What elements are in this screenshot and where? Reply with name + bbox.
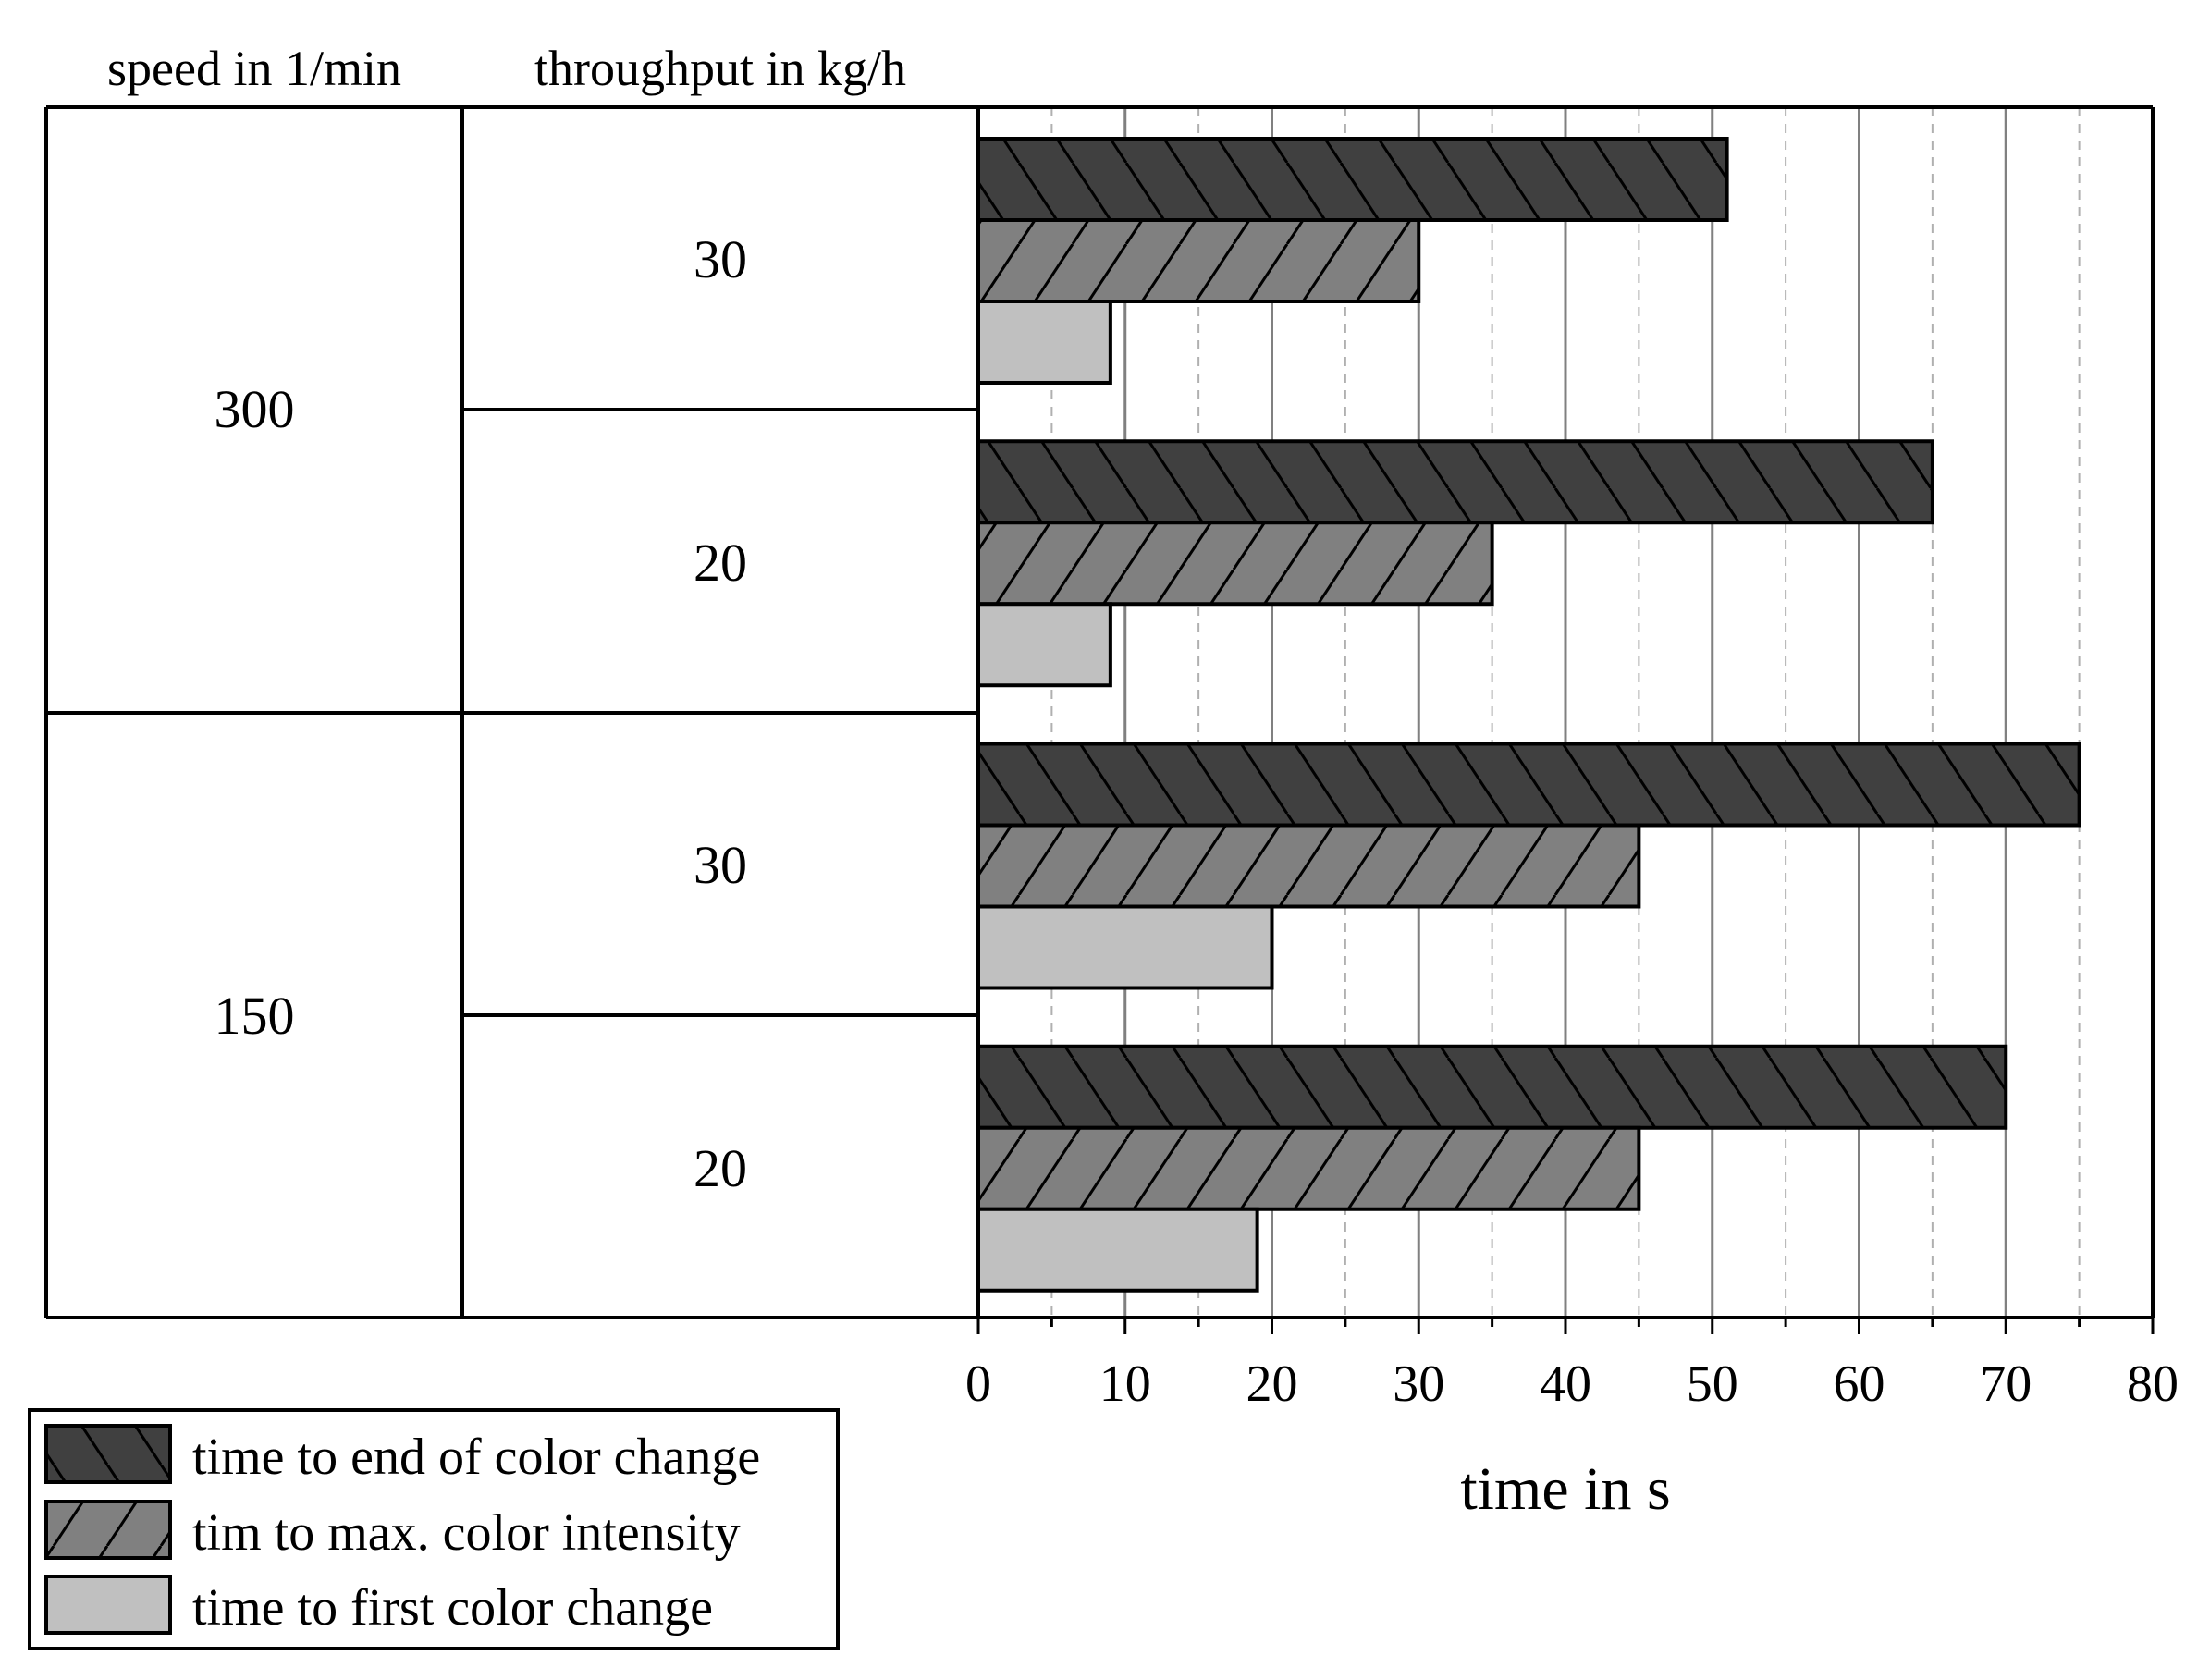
x-tick-label: 40 [1540,1355,1591,1413]
bar [976,300,1112,385]
speed-label-300: 300 [215,379,295,439]
bar [976,521,1494,607]
legend-swatch-max-color-intensity [44,1500,172,1560]
bar [976,218,1421,303]
bar [976,137,1729,222]
x-tick-label: 60 [1834,1355,1885,1413]
bar [976,1044,2008,1130]
x-tick-label: 0 [965,1355,991,1413]
header-throughput: throughput in kg/h [534,41,906,96]
x-tick-label: 10 [1099,1355,1151,1413]
speed-label-150: 150 [215,986,295,1046]
bar [976,742,2081,828]
throughput-label-150-20: 20 [694,1138,747,1198]
legend: time to end of color change tim to max. … [28,1408,840,1650]
header-speed: speed in 1/min [107,41,401,96]
throughput-label-300-30: 30 [694,229,747,289]
bar [976,1125,1641,1211]
x-tick-label: 20 [1246,1355,1298,1413]
x-tick-label: 80 [2127,1355,2179,1413]
legend-label-end-color-change: time to end of color change [192,1429,760,1486]
bar [976,904,1274,990]
legend-swatch-first-color-change [44,1575,172,1635]
throughput-label-300-20: 20 [694,533,747,593]
legend-label-max-color-intensity: tim to max. color intensity [192,1504,741,1562]
x-tick-label: 70 [1980,1355,2032,1413]
x-axis-ticks: 0 10 20 30 40 50 60 70 80 [965,1318,2179,1413]
bars [976,137,2081,1293]
x-tick-label: 50 [1687,1355,1738,1413]
bar [976,602,1112,688]
table-frame [44,105,2155,1319]
legend-swatch-end-color-change [44,1424,172,1484]
x-tick-label: 30 [1393,1355,1444,1413]
bar [976,1207,1259,1293]
x-axis-label: time in s [1460,1455,1670,1523]
bar [976,439,1934,525]
bar [976,823,1641,909]
legend-label-first-color-change: time to first color change [192,1579,713,1637]
throughput-label-150-30: 30 [694,835,747,895]
